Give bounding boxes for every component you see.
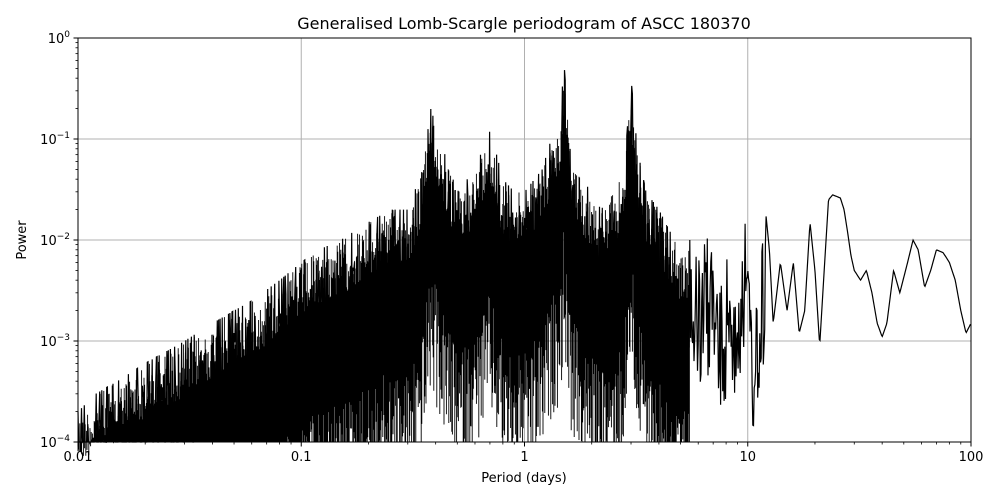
x-tick-label: 1	[520, 450, 528, 465]
x-tick-label: 0.01	[64, 450, 93, 465]
y-axis-ticks: 10−4 10−3 10−2 10−1 100	[40, 30, 78, 451]
x-tick-label: 100	[959, 450, 984, 465]
x-tick-label: 0.1	[291, 450, 312, 465]
y-axis-label: Power	[15, 220, 30, 260]
chart-title: Generalised Lomb-Scargle periodogram of …	[297, 14, 751, 33]
y-tick-label: 10−3	[40, 333, 70, 350]
periodogram-line	[77, 70, 972, 444]
y-tick-label: 10−1	[40, 131, 70, 148]
y-tick-label: 10−4	[40, 434, 70, 451]
y-tick-label: 100	[48, 30, 71, 47]
x-tick-label: 10	[739, 450, 756, 465]
x-axis-label: Period (days)	[481, 471, 567, 486]
y-tick-label: 10−2	[40, 232, 70, 249]
x-axis-ticks: 0.01 0.1 1 10 100	[64, 442, 984, 465]
